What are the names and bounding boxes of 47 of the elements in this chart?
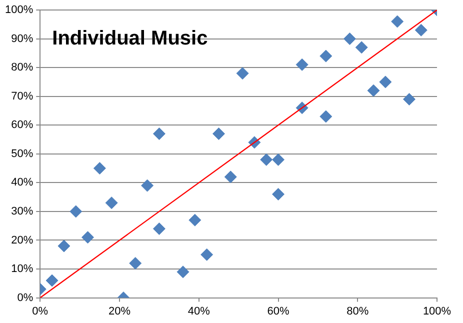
x-tick-label: 40% [188,305,210,318]
x-tick-label: 20% [108,305,131,318]
y-tick-label: 0% [17,292,34,304]
x-tick-label: 60% [267,305,290,318]
point [152,222,166,235]
y-tick-label: 80% [11,62,34,74]
point [320,50,332,62]
y-tick-label: 40% [11,176,34,189]
y-tick-label: 100% [4,4,34,16]
point [82,231,94,244]
point [272,188,285,200]
point [188,214,202,226]
point [152,128,166,140]
point [236,67,249,80]
point [176,266,190,278]
point [260,153,273,166]
x-tick-label: 0% [32,305,48,318]
point [355,41,368,54]
point [200,248,214,261]
point [129,257,142,270]
point [58,240,70,252]
point [367,84,380,97]
y-tick-label: 30% [11,205,34,218]
point [391,15,404,28]
x-tick-label: 100% [422,305,452,318]
point [272,153,285,166]
point [105,196,118,210]
point [379,76,392,88]
text: Individual Music [52,27,208,50]
x-tick-label: 80% [346,305,369,318]
point [296,58,308,71]
point [46,274,58,287]
y-tick-label: 50% [11,148,34,160]
point [93,162,106,175]
point [212,128,225,140]
y-tick-label: 70% [11,90,34,102]
y-tick-label: 20% [11,234,34,246]
point [70,205,82,218]
point [343,32,356,46]
y-tick-label: 60% [11,119,34,132]
point [224,170,237,184]
y-tick-label: 10% [11,263,34,276]
y-tick-label: 90% [11,32,34,45]
point [141,179,154,192]
point [402,92,416,106]
point [320,110,332,123]
point [414,24,428,36]
